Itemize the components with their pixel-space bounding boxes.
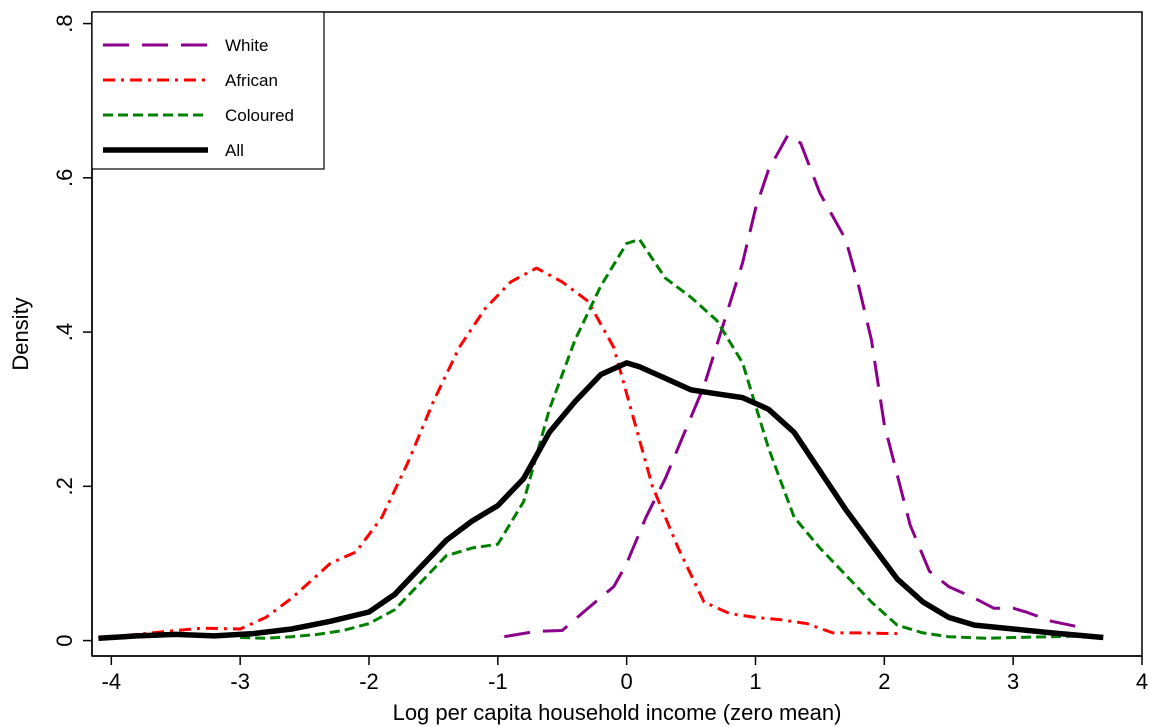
x-tick-label: -2 xyxy=(359,669,379,694)
legend-item-white: White xyxy=(103,36,268,55)
x-tick-label: -3 xyxy=(230,669,250,694)
y-tick-label: .2 xyxy=(52,477,77,495)
x-axis-title: Log per capita household income (zero me… xyxy=(393,700,842,725)
legend: White African Coloured All xyxy=(91,11,325,170)
legend-label: African xyxy=(225,71,278,90)
y-tick-label: .6 xyxy=(52,169,77,187)
x-tick-label: -1 xyxy=(488,669,508,694)
y-tick-label: .8 xyxy=(52,14,77,32)
x-tick-label: 1 xyxy=(749,669,761,694)
x-tick-label: 4 xyxy=(1136,669,1148,694)
y-axis-title: Density xyxy=(8,297,33,370)
legend-box xyxy=(91,11,325,170)
series-line-all xyxy=(98,360,1104,642)
legend-label: All xyxy=(225,141,244,160)
y-axis: 0 .2 .4 .6 .8 xyxy=(52,12,93,656)
series-line-coloured xyxy=(240,238,1091,640)
legend-item-african: African xyxy=(103,71,278,90)
x-tick-label: 3 xyxy=(1007,669,1019,694)
legend-label: Coloured xyxy=(225,106,294,125)
x-tick-label: 2 xyxy=(878,669,890,694)
x-tick-label: -4 xyxy=(102,669,122,694)
legend-items: White African Coloured All xyxy=(103,36,294,160)
y-tick-label: 0 xyxy=(52,634,77,646)
series-line-white xyxy=(504,133,1078,639)
x-axis: -4 -3 -2 -1 0 1 2 3 4 xyxy=(92,655,1148,694)
x-tick-label: 0 xyxy=(621,669,633,694)
series-line-african xyxy=(98,266,898,640)
legend-item-all: All xyxy=(103,141,244,160)
x-axis-ticks: -4 -3 -2 -1 0 1 2 3 4 xyxy=(102,656,1148,694)
y-axis-ticks: 0 .2 .4 .6 .8 xyxy=(52,14,92,647)
series-layer xyxy=(98,133,1104,642)
legend-label: White xyxy=(225,36,268,55)
legend-item-coloured: Coloured xyxy=(103,106,294,125)
y-tick-label: .4 xyxy=(52,323,77,341)
